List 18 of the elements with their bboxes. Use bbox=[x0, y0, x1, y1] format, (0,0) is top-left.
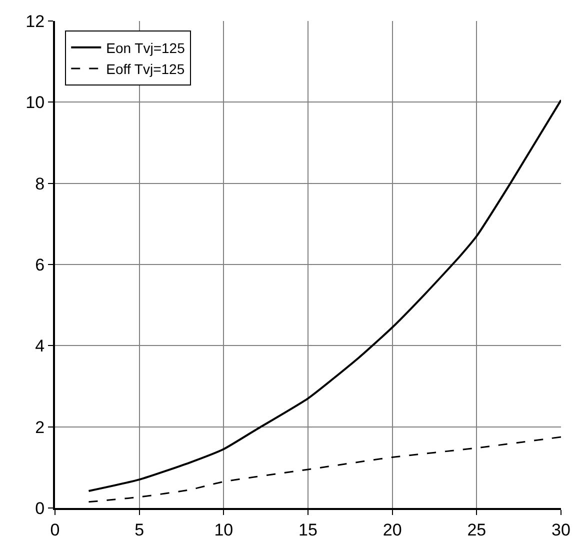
legend-label: Eon Tvj=125 bbox=[106, 40, 186, 56]
line-series bbox=[88, 99, 561, 492]
x-tick-label: 15 bbox=[298, 520, 318, 540]
y-tick-label: 6 bbox=[35, 255, 45, 274]
x-tick-label: 5 bbox=[134, 520, 144, 540]
legend-label: Eoff Tvj=125 bbox=[106, 61, 185, 77]
y-tick-label: 4 bbox=[35, 336, 45, 356]
y-tick-label: 10 bbox=[26, 93, 45, 112]
y-tick-label: 2 bbox=[35, 418, 45, 437]
x-tick-label: 10 bbox=[214, 520, 234, 540]
line-series bbox=[88, 436, 561, 503]
x-tick-label: 20 bbox=[382, 520, 402, 540]
y-tick-label: 8 bbox=[35, 174, 45, 194]
y-tick-label: 12 bbox=[26, 12, 45, 31]
x-tick-label: 25 bbox=[467, 520, 486, 540]
y-tick-label: 0 bbox=[35, 498, 45, 518]
x-tick-label: 30 bbox=[552, 520, 570, 540]
x-tick-label: 0 bbox=[50, 520, 60, 540]
